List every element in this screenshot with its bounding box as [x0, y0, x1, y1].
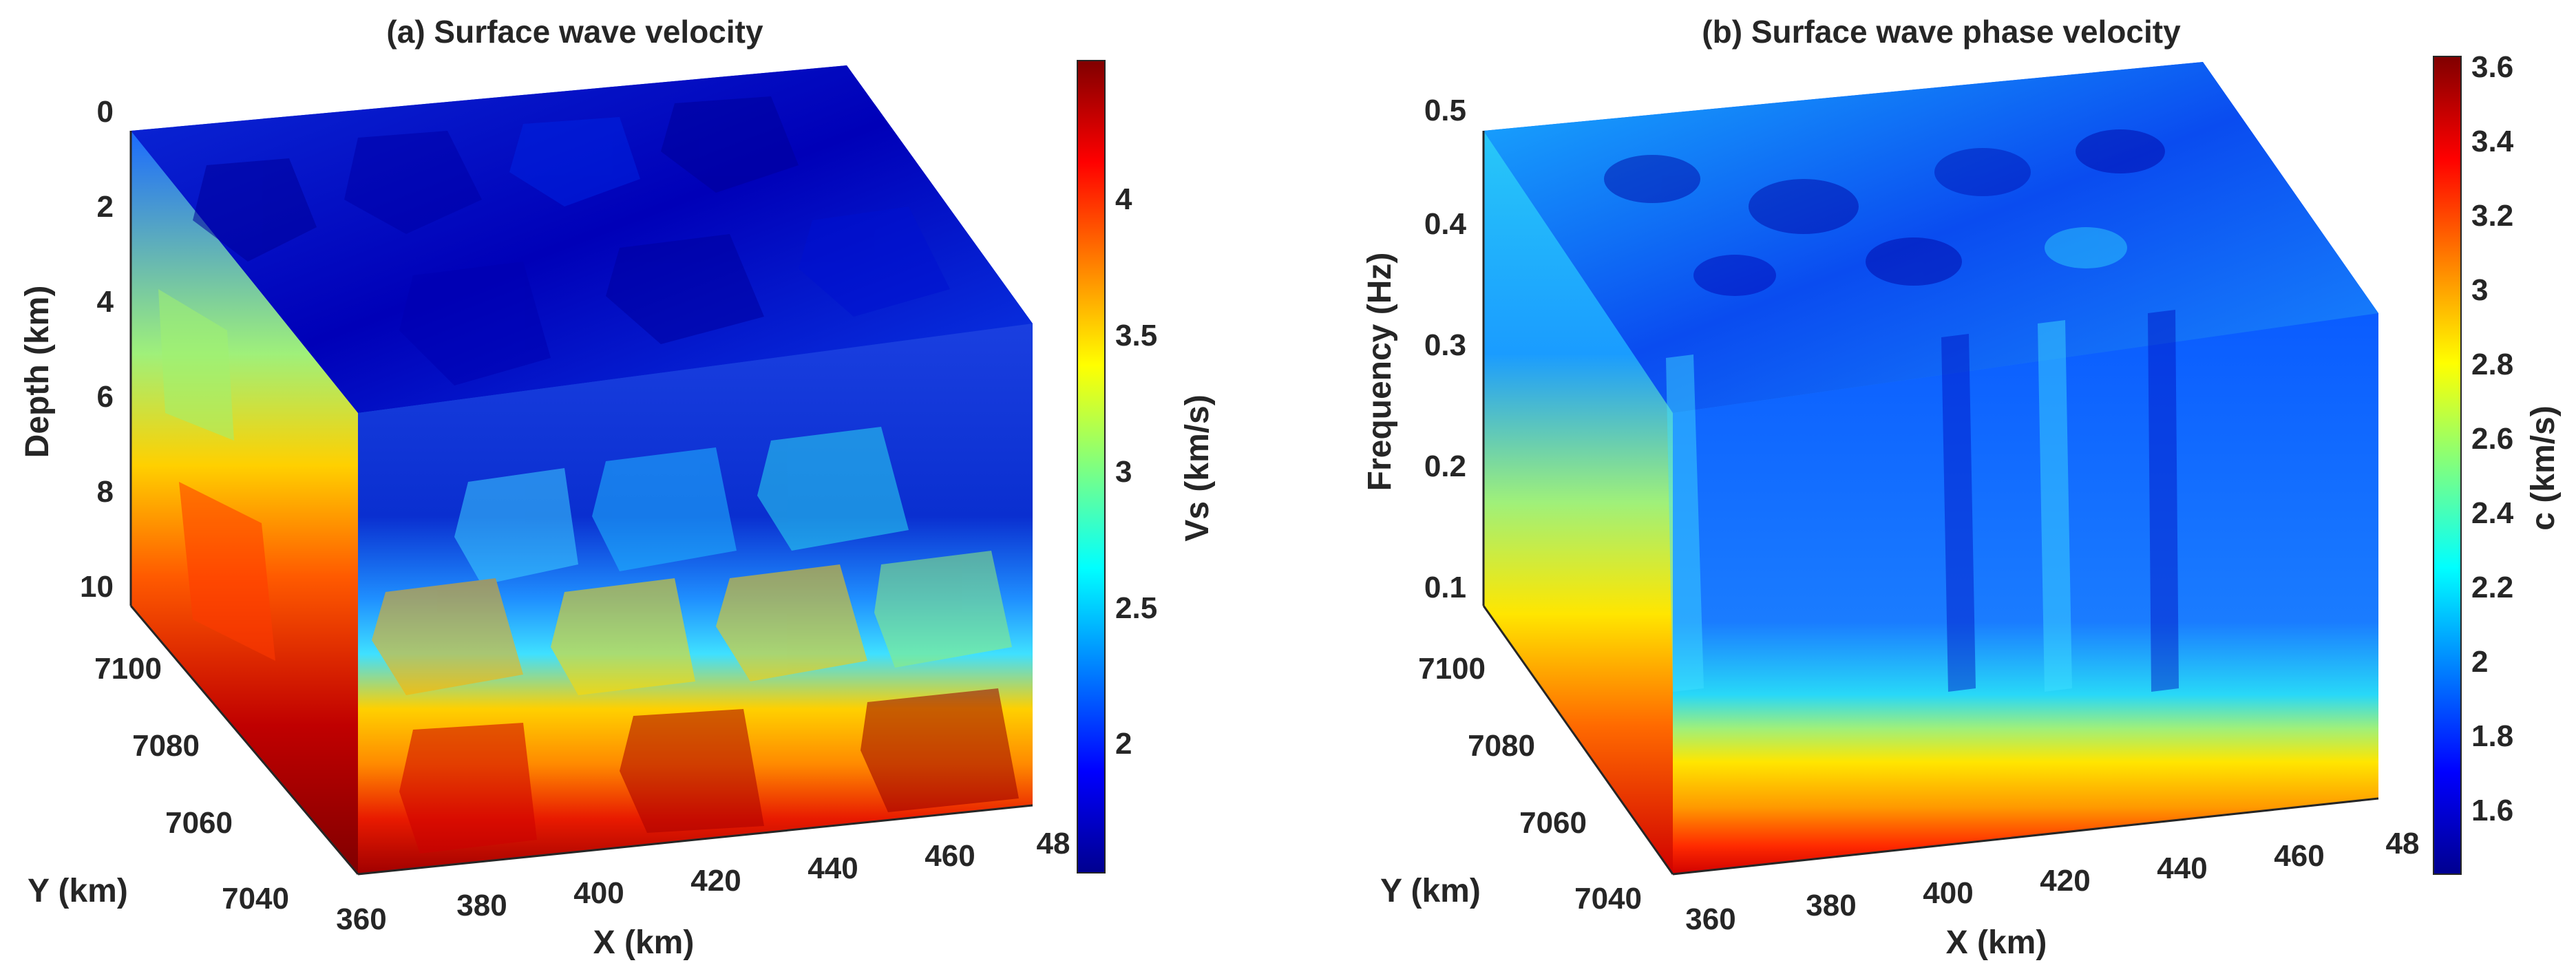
panel-b-colorbar-tick: 2.8	[2471, 348, 2513, 381]
panel-b-x-axis-line	[1672, 797, 2379, 876]
panel-b-z-label: Frequency (Hz)	[1362, 253, 1398, 491]
panel-b-x-tick: 48	[2386, 827, 2420, 860]
panel-a-y-tick: 7060	[165, 806, 233, 840]
panel-a-z-tick: 2	[97, 190, 114, 224]
panel-a-y-tick: 7080	[132, 729, 200, 763]
panel-a-x-tick: 48	[1037, 827, 1070, 860]
panel-a-y-tick: 7040	[222, 882, 289, 915]
panel-b-colorbar-tick: 3	[2471, 273, 2488, 307]
panel-a-texture	[158, 96, 1019, 854]
panel-b-x-tick: 460	[2274, 839, 2324, 873]
panel-a-z-tick: 6	[97, 380, 114, 414]
panel-b-colorbar-tick: 2.4	[2471, 496, 2514, 530]
panel-b-x-ticks: 360 380 400 420 440 460 48	[1685, 827, 2419, 936]
panel-b-front-face	[1673, 313, 2378, 874]
panel-b-y-ticks: 7040 7060 7080 7100	[1418, 652, 1642, 915]
panel-a-z-tick: 4	[97, 285, 114, 319]
panel-a-y-ticks: 7040 7060 7080 7100	[94, 652, 289, 915]
panel-b-colorbar-tick: 3.6	[2471, 50, 2513, 84]
panel-b-colorbar-tick: 2.2	[2471, 571, 2513, 604]
panel-a-x-label: X (km)	[593, 924, 695, 961]
panel-a-z-tick: 10	[80, 570, 114, 604]
panel-a-x-tick: 400	[573, 876, 624, 910]
panel-b-z-tick: 0.4	[1424, 207, 1467, 241]
panel-b-x-label: X (km)	[1946, 924, 2047, 961]
panel-a-x-ticks: 360 380 400 420 440 460 48	[336, 827, 1070, 936]
panel-a-colorbar-tick: 2.5	[1115, 591, 1157, 625]
panel-b-y-label: Y (km)	[1380, 873, 1481, 909]
panel-a-title: (a) Surface wave velocity	[386, 14, 763, 50]
panel-a-y-tick: 7100	[94, 652, 162, 686]
panel-b-top-face	[1484, 62, 2378, 413]
panel-b: (b) Surface wave phase velocity 0.1 0.2 …	[1362, 14, 2562, 961]
panel-a-x-tick: 420	[690, 864, 741, 898]
panel-a-colorbar-tick: 2	[1115, 727, 1132, 761]
panel-b-y-axis-line	[1482, 605, 1674, 875]
panel-b-colorbar	[2433, 56, 2462, 875]
panel-b-left-face	[1484, 131, 1673, 874]
panel-a-x-tick: 360	[336, 902, 386, 936]
panel-a-colorbar-tick: 3	[1115, 455, 1132, 489]
panel-b-colorbar-tick: 3.2	[2471, 199, 2513, 233]
panel-b-x-tick: 420	[2040, 864, 2090, 898]
panel-b-colorbar-label: c (km/s)	[2525, 405, 2562, 530]
panel-a-x-tick: 440	[807, 851, 858, 885]
panel-b-colorbar-tick: 2	[2471, 645, 2488, 679]
panel-a-x-tick: 460	[925, 839, 975, 873]
panel-a-y-label: Y (km)	[28, 873, 128, 909]
panel-b-colorbar-tick: 2.6	[2471, 422, 2513, 456]
panel-a-x-tick: 380	[456, 889, 507, 922]
panel-b-x-tick: 440	[2157, 851, 2207, 885]
panel-b-x-tick: 400	[1923, 876, 1973, 910]
panel-b-y-tick: 7040	[1574, 882, 1642, 915]
panel-a-z-tick: 8	[97, 475, 114, 509]
panel-a: (a) Surface wave velocity	[19, 14, 1216, 961]
panel-b-texture	[1604, 129, 2179, 692]
panel-b-x-tick: 380	[1806, 889, 1856, 922]
panel-b-z-ticks: 0.1 0.2 0.3 0.4 0.5	[1424, 94, 1467, 604]
panel-b-title: (b) Surface wave phase velocity	[1702, 14, 2181, 50]
panel-a-colorbar	[1077, 60, 1106, 874]
panel-a-colorbar-tick: 4	[1115, 182, 1132, 216]
panel-b-colorbar-tick: 1.8	[2471, 719, 2513, 753]
panel-b-y-tick: 7060	[1519, 806, 1587, 840]
panel-a-colorbar-label: Vs (km/s)	[1179, 394, 1216, 541]
panel-a-z-label: Depth (km)	[19, 286, 56, 458]
panel-b-y-tick: 7100	[1418, 652, 1486, 686]
panel-b-y-tick: 7080	[1468, 729, 1535, 763]
panel-b-x-tick: 360	[1685, 902, 1735, 936]
panel-a-y-axis-line	[129, 605, 359, 875]
panel-b-colorbar-tick: 3.4	[2471, 125, 2514, 158]
panel-a-colorbar-ticks: 2 2.5 3 3.5 4	[1115, 182, 1157, 761]
panel-a-z-tick: 0	[97, 95, 114, 129]
panel-a-x-axis-line	[357, 804, 1033, 876]
panel-a-colorbar-tick: 3.5	[1115, 319, 1157, 352]
panel-b-z-tick: 0.2	[1424, 449, 1466, 483]
panel-b-z-tick: 0.3	[1424, 328, 1466, 362]
panel-b-z-tick: 0.1	[1424, 571, 1466, 604]
panel-a-z-ticks: 0 2 4 6 8 10	[80, 95, 114, 604]
panel-b-z-tick: 0.5	[1424, 94, 1466, 127]
panel-b-colorbar-ticks: 1.6 1.8 2 2.2 2.4 2.6 2.8 3 3.2 3.4 3.6	[2471, 50, 2514, 827]
panel-b-colorbar-tick: 1.6	[2471, 794, 2513, 827]
